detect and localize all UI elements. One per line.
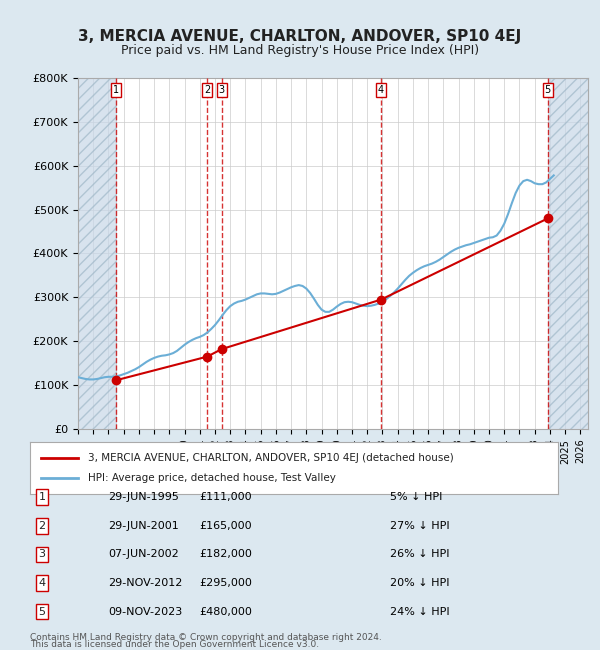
Text: 27% ↓ HPI: 27% ↓ HPI xyxy=(390,521,449,531)
Text: This data is licensed under the Open Government Licence v3.0.: This data is licensed under the Open Gov… xyxy=(30,640,319,649)
Text: 2: 2 xyxy=(204,85,211,95)
Text: 5% ↓ HPI: 5% ↓ HPI xyxy=(390,492,442,502)
Text: £182,000: £182,000 xyxy=(199,549,252,560)
Text: 07-JUN-2002: 07-JUN-2002 xyxy=(108,549,179,560)
Text: 1: 1 xyxy=(38,492,46,502)
Text: HPI: Average price, detached house, Test Valley: HPI: Average price, detached house, Test… xyxy=(88,473,336,484)
Text: 3, MERCIA AVENUE, CHARLTON, ANDOVER, SP10 4EJ (detached house): 3, MERCIA AVENUE, CHARLTON, ANDOVER, SP1… xyxy=(88,452,454,463)
Bar xyxy=(548,78,588,429)
Text: 4: 4 xyxy=(378,85,384,95)
Text: £165,000: £165,000 xyxy=(199,521,252,531)
Text: £295,000: £295,000 xyxy=(199,578,252,588)
Text: 20% ↓ HPI: 20% ↓ HPI xyxy=(390,578,449,588)
Text: 3: 3 xyxy=(218,85,224,95)
Text: £111,000: £111,000 xyxy=(199,492,252,502)
Text: 09-NOV-2023: 09-NOV-2023 xyxy=(108,606,182,617)
Text: 26% ↓ HPI: 26% ↓ HPI xyxy=(390,549,449,560)
Text: 5: 5 xyxy=(38,606,46,617)
Text: 3, MERCIA AVENUE, CHARLTON, ANDOVER, SP10 4EJ: 3, MERCIA AVENUE, CHARLTON, ANDOVER, SP1… xyxy=(79,29,521,44)
Text: 4: 4 xyxy=(38,578,46,588)
Text: £480,000: £480,000 xyxy=(199,606,252,617)
Text: 24% ↓ HPI: 24% ↓ HPI xyxy=(390,606,449,617)
Text: Contains HM Land Registry data © Crown copyright and database right 2024.: Contains HM Land Registry data © Crown c… xyxy=(30,633,382,642)
Bar xyxy=(78,78,116,429)
Text: 29-JUN-1995: 29-JUN-1995 xyxy=(108,492,179,502)
Text: 5: 5 xyxy=(545,85,551,95)
Text: Price paid vs. HM Land Registry's House Price Index (HPI): Price paid vs. HM Land Registry's House … xyxy=(121,44,479,57)
Text: 2: 2 xyxy=(38,521,46,531)
Text: 29-JUN-2001: 29-JUN-2001 xyxy=(108,521,179,531)
Text: 3: 3 xyxy=(38,549,46,560)
Text: 1: 1 xyxy=(113,85,119,95)
Text: 29-NOV-2012: 29-NOV-2012 xyxy=(108,578,182,588)
